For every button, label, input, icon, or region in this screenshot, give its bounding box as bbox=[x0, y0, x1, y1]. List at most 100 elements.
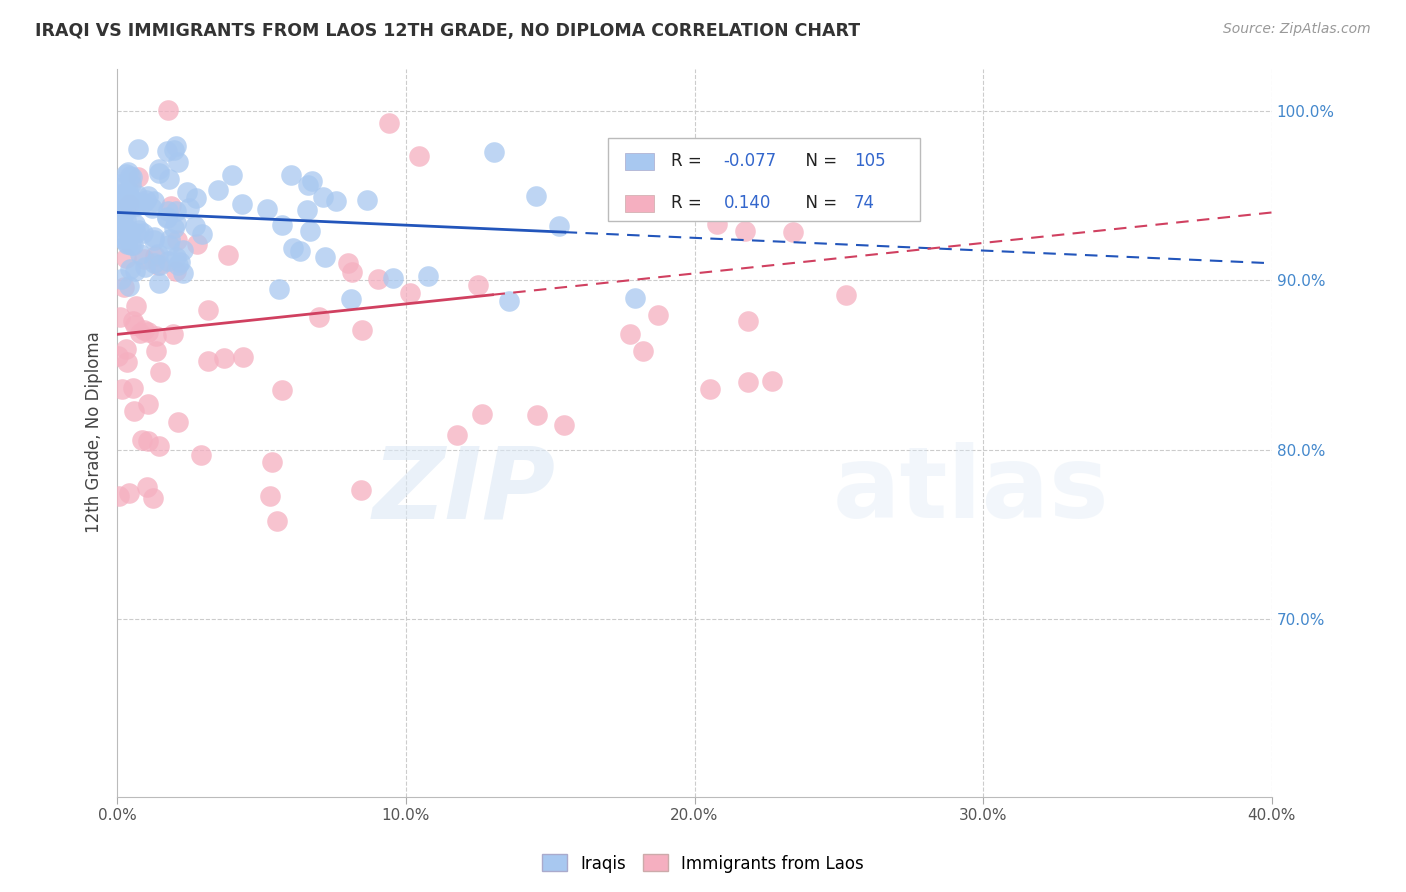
Point bbox=[297, 178, 319, 192]
Point bbox=[835, 288, 858, 302]
Point bbox=[734, 224, 756, 238]
Point bbox=[125, 299, 148, 313]
Point bbox=[172, 266, 194, 280]
FancyBboxPatch shape bbox=[626, 195, 654, 211]
Point bbox=[120, 225, 142, 239]
Point bbox=[631, 344, 654, 359]
Point bbox=[312, 190, 335, 204]
Point bbox=[127, 142, 149, 156]
Point bbox=[172, 243, 194, 257]
Point bbox=[165, 264, 187, 278]
Text: IRAQI VS IMMIGRANTS FROM LAOS 12TH GRADE, NO DIPLOMA CORRELATION CHART: IRAQI VS IMMIGRANTS FROM LAOS 12TH GRADE… bbox=[35, 22, 860, 40]
Point bbox=[207, 183, 229, 197]
Point bbox=[166, 233, 188, 247]
Point bbox=[157, 172, 180, 186]
Point bbox=[134, 260, 156, 275]
Point bbox=[212, 351, 235, 365]
Point bbox=[165, 203, 187, 218]
Point bbox=[132, 227, 155, 241]
Point bbox=[110, 272, 132, 286]
Point bbox=[135, 193, 157, 207]
Point bbox=[295, 202, 318, 217]
Point bbox=[156, 211, 179, 225]
Point bbox=[136, 480, 159, 494]
Point bbox=[141, 201, 163, 215]
Point bbox=[110, 204, 132, 219]
Point bbox=[217, 248, 239, 262]
Point bbox=[122, 404, 145, 418]
Point bbox=[148, 439, 170, 453]
Point bbox=[177, 201, 200, 215]
Point bbox=[340, 265, 363, 279]
Text: N =: N = bbox=[794, 153, 842, 170]
Text: R =: R = bbox=[672, 194, 707, 212]
Point bbox=[231, 196, 253, 211]
Point bbox=[112, 217, 135, 231]
Point bbox=[125, 226, 148, 240]
Point bbox=[526, 409, 548, 423]
Point bbox=[149, 259, 172, 273]
Point bbox=[117, 486, 139, 500]
Point bbox=[157, 238, 180, 252]
Point bbox=[131, 433, 153, 447]
Point bbox=[266, 514, 288, 528]
Text: atlas: atlas bbox=[834, 442, 1109, 540]
Point bbox=[136, 434, 159, 448]
Text: 0.140: 0.140 bbox=[724, 194, 770, 212]
Point bbox=[624, 291, 647, 305]
Point bbox=[737, 314, 759, 328]
Point bbox=[105, 187, 128, 202]
Point bbox=[124, 318, 146, 333]
Point bbox=[167, 258, 190, 272]
Point bbox=[256, 202, 278, 216]
Text: ZIP: ZIP bbox=[373, 442, 555, 540]
Point bbox=[467, 278, 489, 293]
Point bbox=[111, 382, 134, 396]
Point bbox=[482, 145, 505, 160]
Point bbox=[112, 280, 135, 294]
Point bbox=[117, 184, 139, 198]
Point bbox=[156, 144, 179, 158]
Point bbox=[115, 252, 138, 266]
Point bbox=[165, 216, 187, 230]
Point bbox=[115, 342, 138, 356]
Point bbox=[115, 236, 138, 251]
Point bbox=[190, 448, 212, 462]
Point bbox=[197, 303, 219, 318]
Point bbox=[664, 192, 686, 206]
Text: -0.077: -0.077 bbox=[724, 153, 776, 170]
Point bbox=[399, 285, 422, 300]
Point bbox=[336, 256, 359, 270]
Point bbox=[132, 196, 155, 211]
Point bbox=[288, 244, 311, 258]
Point bbox=[308, 310, 330, 324]
Point bbox=[148, 162, 170, 177]
Point bbox=[108, 489, 131, 503]
Point bbox=[356, 193, 378, 207]
Point bbox=[115, 213, 138, 227]
Y-axis label: 12th Grade, No Diploma: 12th Grade, No Diploma bbox=[86, 332, 103, 533]
Point bbox=[378, 115, 401, 129]
Point bbox=[817, 188, 839, 202]
Point bbox=[148, 276, 170, 290]
Point bbox=[120, 237, 142, 252]
Point bbox=[145, 329, 167, 343]
Point bbox=[524, 189, 547, 203]
Point bbox=[699, 382, 721, 396]
Point bbox=[350, 483, 373, 497]
Point bbox=[118, 169, 141, 184]
Point bbox=[105, 227, 128, 241]
Point bbox=[408, 149, 430, 163]
Point bbox=[110, 178, 132, 192]
Point bbox=[122, 238, 145, 252]
Point bbox=[165, 138, 187, 153]
Point bbox=[125, 187, 148, 202]
Point bbox=[146, 247, 169, 261]
Point bbox=[117, 278, 139, 293]
Point bbox=[367, 272, 389, 286]
Point bbox=[325, 194, 347, 209]
Point bbox=[143, 256, 166, 270]
Point bbox=[761, 374, 783, 388]
Point bbox=[120, 261, 142, 276]
Point bbox=[114, 205, 136, 219]
